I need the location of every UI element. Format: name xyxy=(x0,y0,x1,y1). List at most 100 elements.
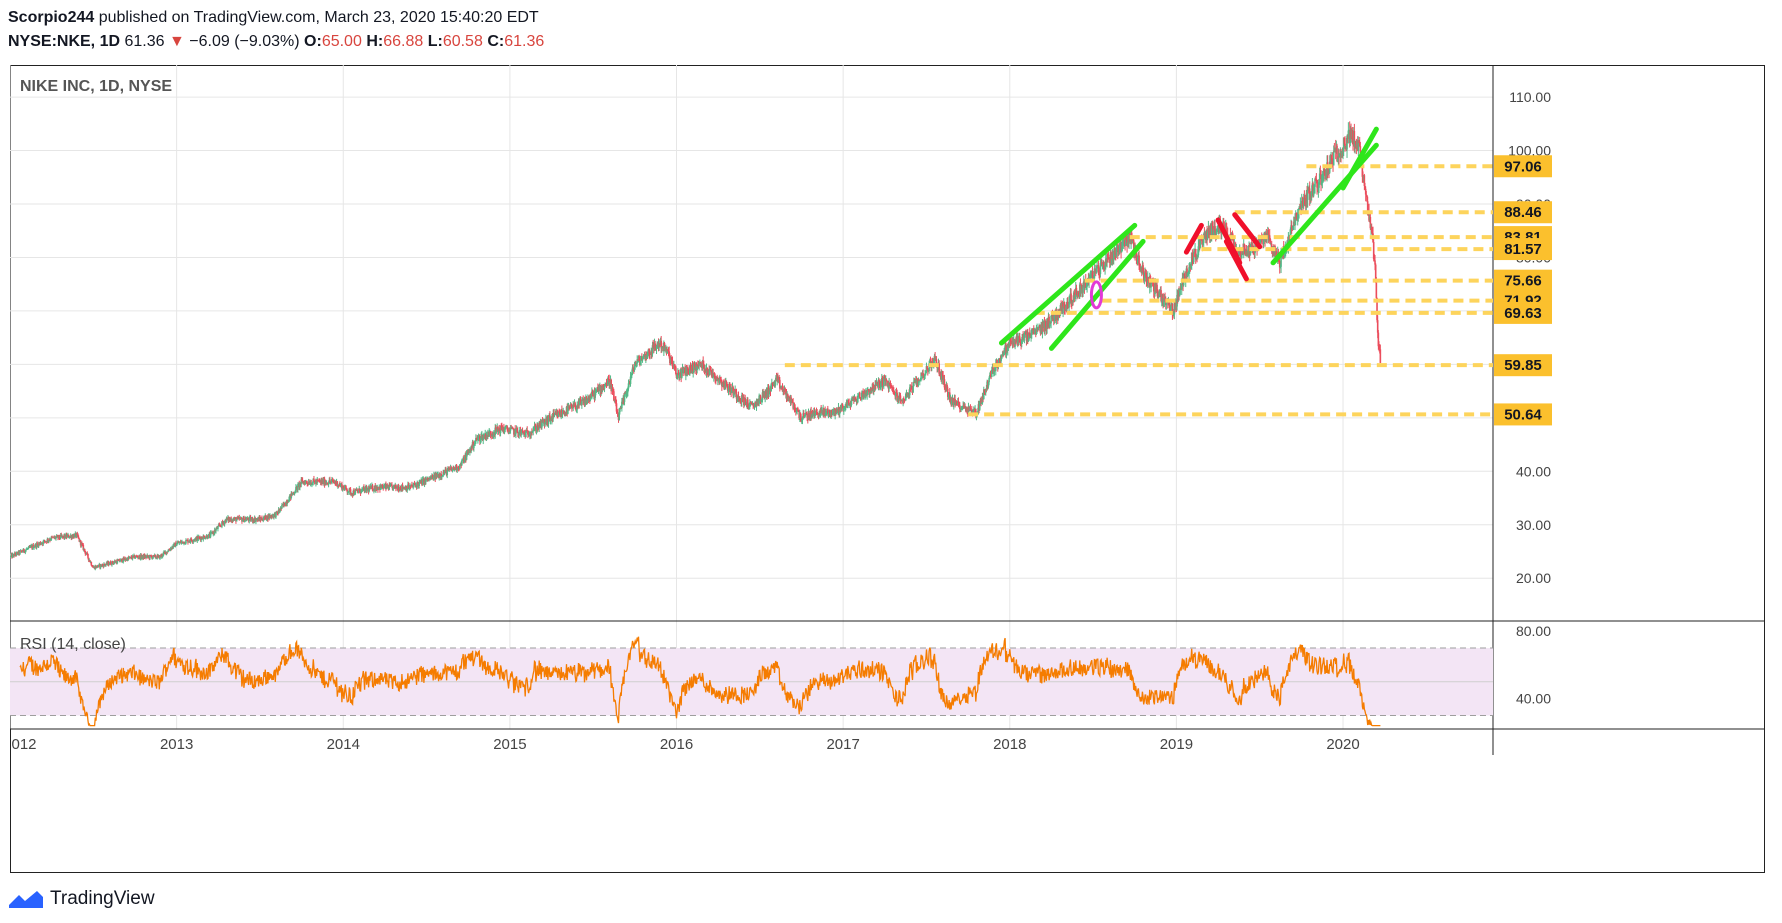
candle-body xyxy=(574,403,577,408)
candle-body xyxy=(649,353,651,355)
candle-body xyxy=(629,376,632,385)
price-chart[interactable]: NIKE INC, 1D, NYSE20.0030.0040.0050.0060… xyxy=(10,65,1765,873)
candle-body xyxy=(1210,223,1213,236)
candle-body xyxy=(1118,245,1121,253)
candle-body xyxy=(1374,260,1376,265)
candle-body xyxy=(926,368,929,371)
candle-body xyxy=(924,373,926,376)
candle-body xyxy=(323,478,326,486)
candle-body xyxy=(1261,239,1264,241)
candle-body xyxy=(381,484,384,489)
candle-body xyxy=(113,562,115,564)
candle-body xyxy=(735,389,737,392)
candle-body xyxy=(929,360,932,362)
candle-body xyxy=(107,562,110,566)
candle-body xyxy=(1231,232,1234,236)
candle-body xyxy=(501,426,503,430)
candle-body xyxy=(899,394,901,396)
candle-body xyxy=(217,524,220,527)
candle-body xyxy=(191,540,193,542)
candle-body xyxy=(891,387,893,389)
candle-body xyxy=(215,529,217,532)
candle-body xyxy=(649,354,652,355)
candle-body xyxy=(275,512,277,518)
candle-body xyxy=(806,413,808,418)
candle-body xyxy=(988,375,991,379)
candle-body xyxy=(1074,297,1076,299)
candle-body xyxy=(103,563,105,567)
candle-body xyxy=(892,388,894,391)
candle-body xyxy=(294,492,297,494)
candle-body xyxy=(509,428,512,431)
candle-body xyxy=(189,541,191,543)
candle-body xyxy=(561,413,564,415)
candle-body xyxy=(1280,254,1282,267)
candle-body xyxy=(47,539,49,542)
candle-body xyxy=(958,402,960,405)
candle-body xyxy=(847,400,849,408)
candle-body xyxy=(889,384,892,386)
candle-body xyxy=(1379,349,1382,363)
candle-body xyxy=(247,517,249,520)
candle-body xyxy=(627,383,630,389)
candle-body xyxy=(1136,257,1139,264)
candle-body xyxy=(883,376,886,378)
candle-body xyxy=(1363,175,1366,186)
candle-body xyxy=(199,537,201,539)
candle-body xyxy=(928,363,930,372)
candle-body xyxy=(137,557,140,559)
candle-body xyxy=(87,554,89,558)
candle-body xyxy=(709,367,712,370)
candle-body xyxy=(998,358,1000,364)
candle-body xyxy=(710,369,712,372)
candle-body xyxy=(1354,141,1357,145)
candle-body xyxy=(1022,338,1025,340)
candle-body xyxy=(204,538,207,540)
candle-body xyxy=(886,380,888,386)
candle-body xyxy=(19,551,21,554)
candle-body xyxy=(774,379,776,387)
candle-body xyxy=(213,529,216,534)
footer-brand[interactable]: TradingView xyxy=(8,884,155,914)
candle-body xyxy=(500,425,503,427)
candle-body xyxy=(567,406,569,414)
candle-body xyxy=(564,412,567,416)
candle-body xyxy=(634,363,636,367)
candle-body xyxy=(859,392,861,398)
candle-body xyxy=(755,402,758,407)
candle-body xyxy=(209,532,212,537)
candle-body xyxy=(383,486,386,488)
candle-body xyxy=(671,360,674,367)
candle-body xyxy=(1101,264,1104,266)
candle-body xyxy=(85,553,87,555)
candle-body xyxy=(1037,327,1040,331)
candle-body xyxy=(761,400,763,401)
candle-body xyxy=(827,412,830,415)
candle-body xyxy=(912,386,914,393)
candle-body xyxy=(110,564,113,566)
candle-body xyxy=(1002,353,1005,355)
candle-body xyxy=(119,559,122,562)
candle-body xyxy=(386,484,389,488)
candle-body xyxy=(1320,174,1322,185)
candle-body xyxy=(235,519,238,522)
candle-body xyxy=(297,483,299,490)
candle-body xyxy=(69,536,71,538)
last-price: 61.36 xyxy=(124,33,165,50)
candle-body xyxy=(39,542,42,545)
candle-body xyxy=(1106,254,1109,258)
candle-body xyxy=(1246,255,1248,257)
candle-body xyxy=(877,379,880,387)
author-name[interactable]: Scorpio244 xyxy=(8,9,95,26)
candle-body xyxy=(67,534,70,538)
candle-body xyxy=(683,367,685,373)
candle-body xyxy=(450,467,453,470)
candle-body xyxy=(910,385,913,390)
low-value: 60.58 xyxy=(442,33,483,50)
candle-body xyxy=(631,372,633,375)
candle-body xyxy=(121,561,124,563)
candle-body xyxy=(1059,305,1062,316)
candle-body xyxy=(918,380,921,382)
candle-body xyxy=(721,383,724,387)
candle-body xyxy=(1110,259,1113,263)
